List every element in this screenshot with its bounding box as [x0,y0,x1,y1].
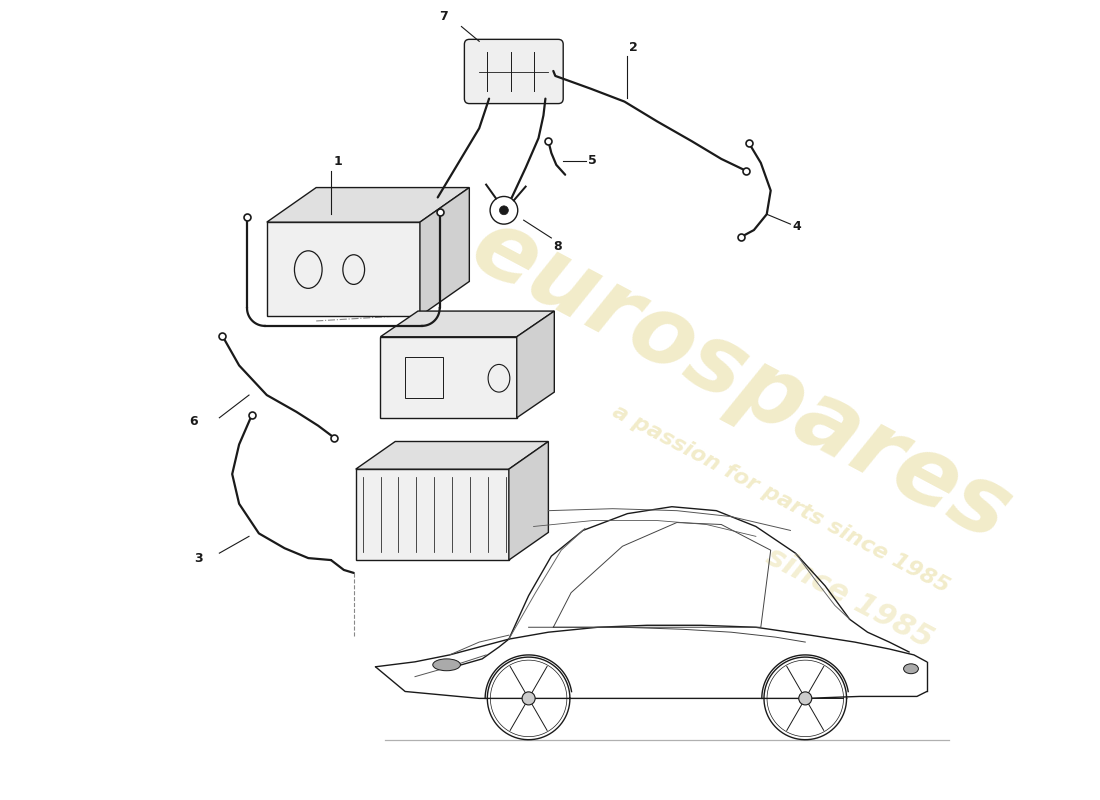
Circle shape [522,692,535,705]
FancyBboxPatch shape [464,39,563,103]
Circle shape [799,692,812,705]
Text: a passion for parts since 1985: a passion for parts since 1985 [608,401,953,597]
Circle shape [491,197,518,224]
Bar [355,469,509,560]
Text: 7: 7 [439,10,448,22]
Ellipse shape [432,659,461,670]
Bar [267,222,420,316]
Text: 3: 3 [194,551,202,565]
Polygon shape [267,187,470,222]
Text: 5: 5 [587,154,596,167]
Polygon shape [355,442,549,469]
Text: 2: 2 [629,41,638,54]
Text: 4: 4 [792,220,801,233]
Text: 6: 6 [189,415,198,428]
Text: 1: 1 [334,155,343,168]
Bar [381,337,517,418]
Bar [405,357,442,398]
Polygon shape [509,442,549,560]
Circle shape [499,206,508,214]
Polygon shape [381,311,554,337]
Text: eurospares: eurospares [455,199,1026,561]
Text: since 1985: since 1985 [761,542,938,654]
Ellipse shape [903,664,918,674]
Polygon shape [420,187,470,316]
Text: 8: 8 [553,240,562,253]
Polygon shape [517,311,554,418]
